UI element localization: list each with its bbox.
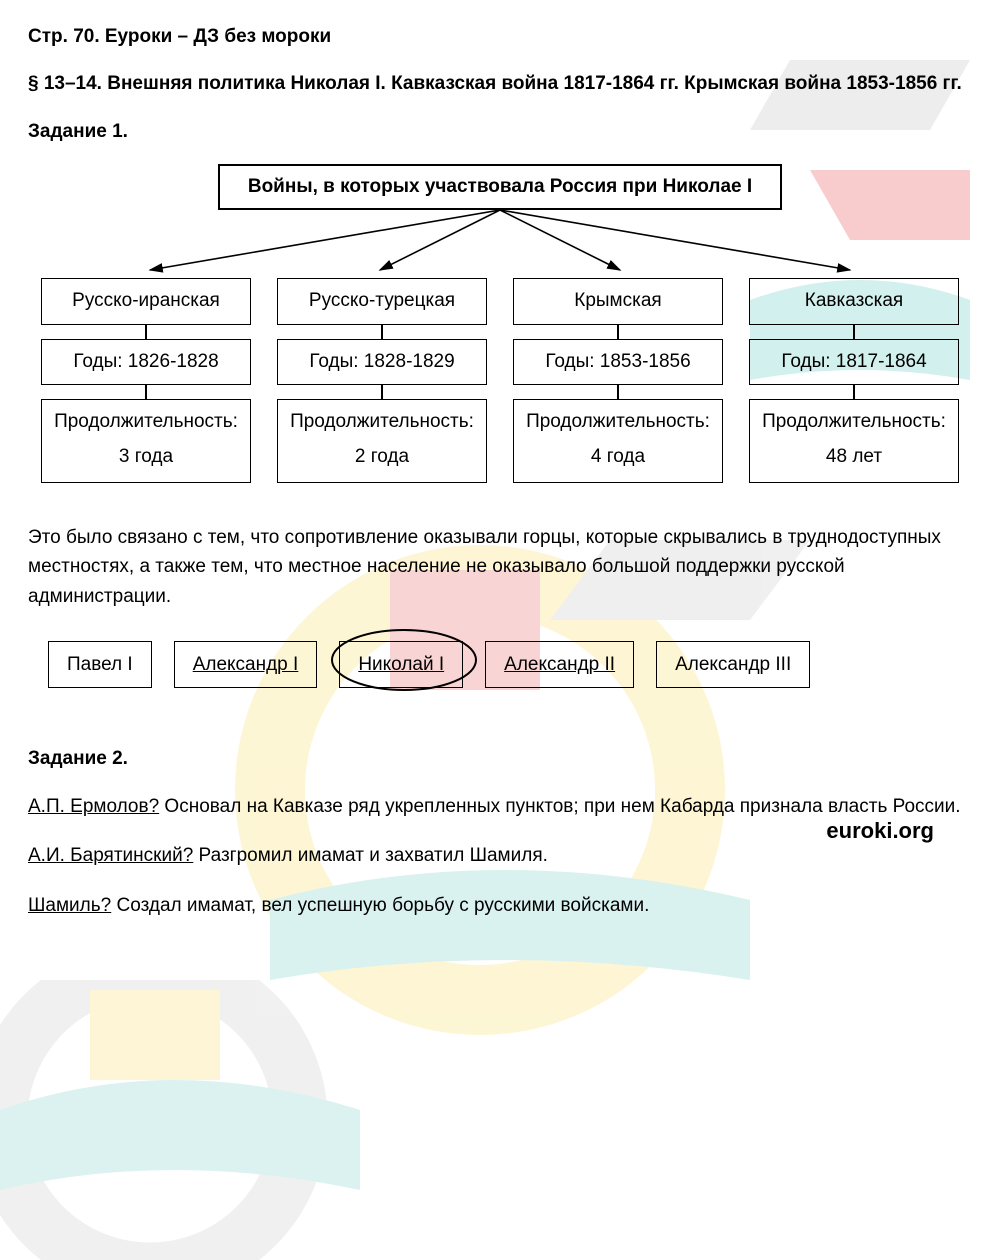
person-name: Шамиль? bbox=[28, 895, 111, 916]
diagram-root: Войны, в которых участвовала Россия при … bbox=[218, 164, 782, 210]
duration-value: 4 года bbox=[520, 445, 716, 470]
war-name: Русско-иранская bbox=[41, 278, 251, 325]
task1-label: Задание 1. bbox=[28, 117, 972, 146]
rulers-row: Павел I Александр I Николай I Александр … bbox=[48, 641, 972, 688]
section-title: § 13–14. Внешняя политика Николая I. Кав… bbox=[28, 69, 972, 98]
diagram-col: Русско-иранская Годы: 1826-1828 Продолжи… bbox=[41, 278, 251, 483]
diagram-arrows bbox=[30, 216, 970, 278]
duration-label: Продолжительность: bbox=[520, 410, 716, 435]
ruler-box: Александр I bbox=[174, 641, 318, 688]
ruler-box: Александр II bbox=[485, 641, 634, 688]
war-years: Годы: 1828-1829 bbox=[277, 339, 487, 386]
duration-label: Продолжительность: bbox=[48, 410, 244, 435]
duration-value: 3 года bbox=[48, 445, 244, 470]
duration-value: 48 лет bbox=[756, 445, 952, 470]
ruler-box: Николай I bbox=[339, 641, 463, 688]
person-name: А.П. Ермолов? bbox=[28, 796, 159, 817]
war-years: Годы: 1826-1828 bbox=[41, 339, 251, 386]
war-duration: Продолжительность: 3 года bbox=[41, 399, 251, 482]
watermark-bot bbox=[0, 980, 360, 1260]
person-name: А.И. Барятинский? bbox=[28, 845, 193, 866]
ruler-circled: Николай I bbox=[339, 641, 463, 688]
diagram-col: Кавказская Годы: 1817-1864 Продолжительн… bbox=[749, 278, 959, 483]
task2-line: Шамиль? Создал имамат, вел успешную борь… bbox=[28, 891, 972, 920]
wars-diagram: Войны, в которых участвовала Россия при … bbox=[28, 164, 972, 482]
duration-label: Продолжительность: bbox=[756, 410, 952, 435]
brand-label: euroki.org bbox=[826, 814, 934, 848]
person-text: Создал имамат, вел успешную борьбу с рус… bbox=[111, 895, 649, 916]
war-name: Крымская bbox=[513, 278, 723, 325]
diagram-col: Русско-турецкая Годы: 1828-1829 Продолжи… bbox=[277, 278, 487, 483]
duration-value: 2 года bbox=[284, 445, 480, 470]
war-name: Кавказская bbox=[749, 278, 959, 325]
person-text: Разгромил имамат и захватил Шамиля. bbox=[193, 845, 548, 866]
ruler-box: Александр III bbox=[656, 641, 810, 688]
war-name: Русско-турецкая bbox=[277, 278, 487, 325]
war-duration: Продолжительность: 4 года bbox=[513, 399, 723, 482]
war-years: Годы: 1817-1864 bbox=[749, 339, 959, 386]
task2-label: Задание 2. bbox=[28, 744, 972, 773]
war-duration: Продолжительность: 2 года bbox=[277, 399, 487, 482]
ruler-box: Павел I bbox=[48, 641, 152, 688]
diagram-col: Крымская Годы: 1853-1856 Продолжительнос… bbox=[513, 278, 723, 483]
diagram-columns: Русско-иранская Годы: 1826-1828 Продолжи… bbox=[28, 278, 972, 483]
duration-label: Продолжительность: bbox=[284, 410, 480, 435]
page-header: Стр. 70. Еуроки – ДЗ без мороки bbox=[28, 22, 972, 51]
war-years: Годы: 1853-1856 bbox=[513, 339, 723, 386]
explanation-paragraph: Это было связано с тем, что сопротивлени… bbox=[28, 523, 972, 611]
war-duration: Продолжительность: 48 лет bbox=[749, 399, 959, 482]
